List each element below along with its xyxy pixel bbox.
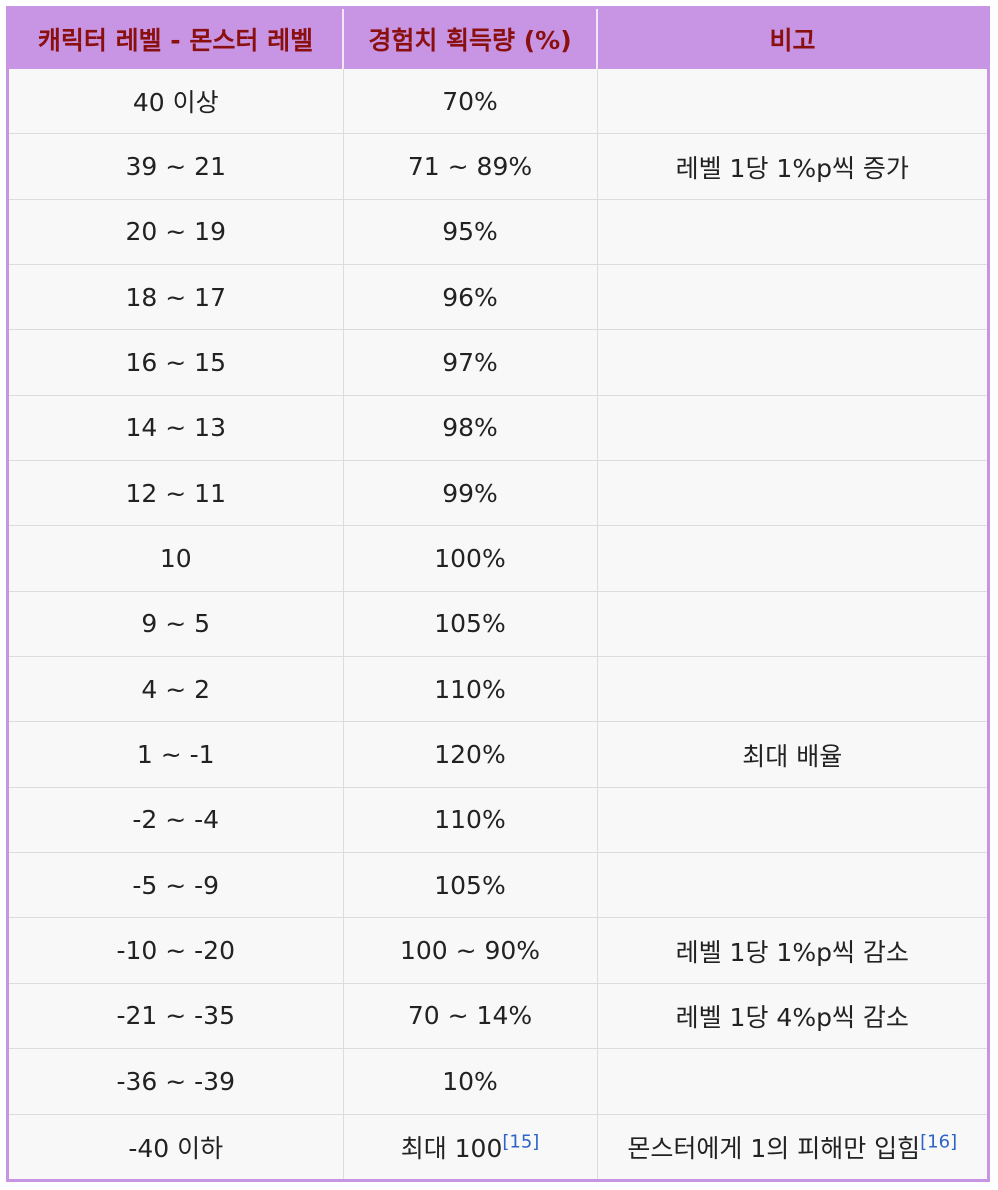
level-diff-cell: 1 ~ -1 — [9, 721, 344, 788]
note-cell — [597, 590, 987, 657]
exp-value: 100 ~ 90% — [399, 936, 541, 966]
level-diff-cell: -10 ~ -20 — [9, 917, 344, 984]
exp-value: 99% — [442, 478, 498, 508]
header-note: 비고 — [597, 9, 987, 69]
table-row: 39 ~ 21 71 ~ 89% 레벨 1당 1%p씩 증가 — [9, 133, 987, 200]
note-cell: 최대 배율 — [597, 721, 987, 788]
table-row: -10 ~ -20 100 ~ 90% 레벨 1당 1%p씩 감소 — [9, 917, 987, 984]
exp-cell: 105% — [343, 590, 598, 657]
note-cell: 레벨 1당 1%p씩 감소 — [597, 917, 987, 984]
exp-cell: 105% — [343, 852, 598, 918]
table-row: 1 ~ -1 120% 최대 배율 — [9, 721, 987, 788]
exp-cell: 110% — [343, 656, 598, 722]
exp-cell: 110% — [343, 786, 598, 853]
level-diff-cell: -2 ~ -4 — [9, 786, 344, 853]
note-cell — [597, 1048, 987, 1114]
table-row: 18 ~ 17 96% — [9, 264, 987, 330]
level-diff-cell: 16 ~ 15 — [9, 329, 344, 396]
reference-link[interactable]: [15] — [502, 1131, 540, 1153]
table-row: 4 ~ 2 110% — [9, 656, 987, 722]
note-cell — [597, 852, 987, 918]
table-row: 14 ~ 13 98% — [9, 394, 987, 461]
table-body: 40 이상 70% 39 ~ 21 71 ~ 89% 레벨 1당 1%p씩 증가 20 ~… — [9, 69, 987, 1179]
exp-value: 96% — [442, 282, 498, 312]
exp-value: 110% — [434, 805, 506, 835]
level-diff-cell: -21 ~ -35 — [9, 982, 344, 1049]
exp-cell: 10% — [343, 1048, 598, 1114]
note-cell — [597, 786, 987, 853]
exp-value: 71 ~ 89% — [407, 152, 533, 182]
table-row: 20 ~ 19 95% — [9, 198, 987, 265]
level-diff-cell: 40 이상 — [9, 69, 344, 134]
exp-value: 70 ~ 14% — [407, 1001, 533, 1031]
table-row: 16 ~ 15 97% — [9, 329, 987, 396]
exp-value: 105% — [434, 609, 506, 639]
exp-value: 110% — [434, 674, 506, 704]
level-diff-cell: -40 이하 — [9, 1113, 344, 1179]
level-diff-cell: 20 ~ 19 — [9, 198, 344, 265]
table-row: -40 이하 최대 100[15] 몬스터에게 1의 피해만 입힘[16] — [9, 1113, 987, 1179]
note-cell — [597, 198, 987, 265]
exp-cell: 100 ~ 90% — [343, 917, 598, 984]
table-row: -21 ~ -35 70 ~ 14% 레벨 1당 4%p씩 감소 — [9, 982, 987, 1049]
exp-value: 105% — [434, 870, 506, 900]
table-row: -2 ~ -4 110% — [9, 786, 987, 853]
exp-cell: 70% — [343, 69, 598, 134]
exp-cell: 100% — [343, 525, 598, 592]
table-row: -36 ~ -39 10% — [9, 1048, 987, 1114]
note-text: 레벨 1당 1%p씩 증가 — [675, 153, 909, 183]
level-diff-cell: -5 ~ -9 — [9, 852, 344, 918]
exp-value: 95% — [442, 217, 498, 247]
exp-cell: 99% — [343, 460, 598, 526]
exp-value: 120% — [434, 740, 506, 770]
level-diff-cell: 39 ~ 21 — [9, 133, 344, 200]
note-cell — [597, 460, 987, 526]
exp-value: 10% — [442, 1066, 498, 1096]
exp-value: 97% — [442, 348, 498, 378]
exp-value: 70% — [442, 86, 498, 116]
note-cell: 몬스터에게 1의 피해만 입힘[16] — [597, 1113, 987, 1179]
table-row: -5 ~ -9 105% — [9, 852, 987, 918]
exp-cell: 97% — [343, 329, 598, 396]
note-cell — [597, 394, 987, 461]
level-diff-cell: 18 ~ 17 — [9, 264, 344, 330]
exp-table-container: 캐릭터 레벨 - 몬스터 레벨 경험치 획득량 (%) 비고 40 이상 70% 3… — [6, 6, 990, 1182]
note-cell — [597, 69, 987, 134]
note-cell — [597, 329, 987, 396]
level-diff-cell: 4 ~ 2 — [9, 656, 344, 722]
note-text: 레벨 1당 1%p씩 감소 — [675, 937, 909, 967]
level-diff-cell: -36 ~ -39 — [9, 1048, 344, 1114]
exp-table: 캐릭터 레벨 - 몬스터 레벨 경험치 획득량 (%) 비고 40 이상 70% 3… — [9, 9, 987, 1179]
exp-cell: 95% — [343, 198, 598, 265]
exp-value: 최대 100 — [400, 1133, 503, 1163]
note-text: 최대 배율 — [742, 741, 843, 771]
header-exp: 경험치 획득량 (%) — [343, 9, 598, 69]
exp-value: 98% — [442, 413, 498, 443]
note-cell — [597, 656, 987, 722]
table-row: 12 ~ 11 99% — [9, 460, 987, 526]
level-diff-cell: 10 — [9, 525, 344, 592]
header-level-diff: 캐릭터 레벨 - 몬스터 레벨 — [9, 9, 344, 69]
level-diff-cell: 9 ~ 5 — [9, 590, 344, 657]
level-diff-cell: 12 ~ 11 — [9, 460, 344, 526]
level-diff-cell: 14 ~ 13 — [9, 394, 344, 461]
header-row: 캐릭터 레벨 - 몬스터 레벨 경험치 획득량 (%) 비고 — [9, 9, 987, 69]
note-cell: 레벨 1당 1%p씩 증가 — [597, 133, 987, 200]
exp-cell: 70 ~ 14% — [343, 982, 598, 1049]
exp-value: 100% — [434, 544, 506, 574]
exp-cell: 71 ~ 89% — [343, 133, 598, 200]
note-cell — [597, 525, 987, 592]
note-cell — [597, 264, 987, 330]
exp-cell: 98% — [343, 394, 598, 461]
note-text: 몬스터에게 1의 피해만 입힘 — [627, 1133, 921, 1163]
note-cell: 레벨 1당 4%p씩 감소 — [597, 982, 987, 1049]
table-row: 40 이상 70% — [9, 69, 987, 134]
exp-cell: 120% — [343, 721, 598, 788]
exp-cell: 96% — [343, 264, 598, 330]
table-row: 10 100% — [9, 525, 987, 592]
exp-cell: 최대 100[15] — [343, 1113, 598, 1179]
note-text: 레벨 1당 4%p씩 감소 — [675, 1002, 909, 1032]
table-row: 9 ~ 5 105% — [9, 590, 987, 657]
reference-link[interactable]: [16] — [920, 1131, 958, 1153]
